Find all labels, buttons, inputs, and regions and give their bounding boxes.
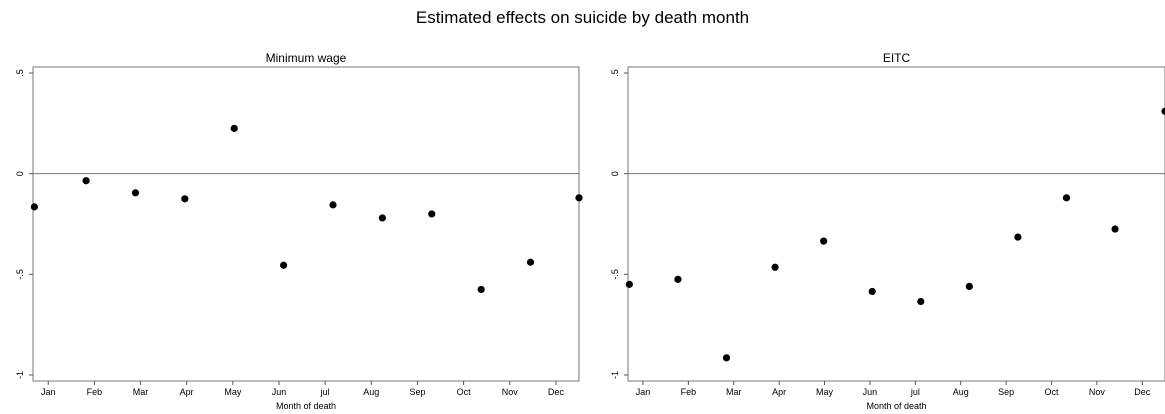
data-point: [917, 297, 925, 306]
y-tick-label: 0: [610, 171, 620, 176]
x-tick-label: Oct: [457, 387, 472, 397]
x-tick-label: Jun: [272, 387, 287, 397]
data-point: [82, 177, 90, 185]
data-point: [280, 261, 288, 269]
y-tick-label: -1: [15, 371, 25, 379]
x-tick-label: Nov: [1089, 387, 1106, 397]
x-tick-label: jul: [320, 387, 330, 397]
data-point: [181, 195, 189, 203]
x-tick-label: Feb: [681, 387, 697, 397]
x-tick-label: Jan: [41, 387, 56, 397]
plot-area: [32, 66, 580, 382]
plot-area: [627, 66, 1165, 382]
x-tick-label: Feb: [87, 387, 103, 397]
data-point: [625, 280, 633, 288]
panel-1: Minimum wage .5 0 -.5 -1 Jan Feb Mar Apr May Jun ju…: [15, 51, 583, 411]
x-tick-label: Apr: [180, 387, 194, 397]
x-axis-label: Month of death: [276, 401, 336, 411]
data-point: [477, 285, 485, 294]
data-point: [674, 275, 682, 283]
data-point: [1014, 233, 1022, 241]
data-point: [30, 203, 38, 211]
x-tick-label: Dec: [1134, 387, 1151, 397]
data-point: [526, 258, 535, 266]
x-tick-label: Jun: [863, 387, 878, 397]
data-point: [329, 201, 337, 209]
data-point: [722, 354, 731, 362]
panel-title: Minimum wage: [266, 51, 347, 65]
x-tick-label: jul: [910, 387, 920, 397]
x-tick-label: May: [816, 387, 834, 397]
data-point: [820, 237, 828, 245]
y-tick-label: 0: [15, 171, 25, 176]
x-tick-label: Dec: [548, 387, 565, 397]
data-point: [428, 210, 436, 218]
x-axis-label: Month of death: [866, 401, 926, 411]
y-tick-label: .5: [15, 69, 25, 77]
data-point: [771, 263, 779, 271]
data-point: [575, 194, 583, 202]
x-tick-label: Oct: [1045, 387, 1060, 397]
data-point: [868, 287, 876, 296]
y-tick-label: -.5: [15, 269, 25, 280]
data-point: [378, 214, 386, 222]
y-tick-label: -.5: [610, 269, 620, 280]
panel-title: EITC: [883, 51, 911, 65]
x-tick-label: Nov: [502, 387, 519, 397]
x-tick-label: Jan: [636, 387, 651, 397]
x-tick-label: Mar: [726, 387, 742, 397]
x-tick-label: Aug: [953, 387, 969, 397]
data-point: [1111, 225, 1119, 233]
x-tick-label: May: [224, 387, 242, 397]
panel-2: EITC .5 0 -.5 -1 Jan Feb Mar Apr May Jun jul Aug Sep O…: [610, 51, 1165, 411]
x-tick-label: Aug: [363, 387, 379, 397]
data-point: [1161, 107, 1165, 115]
x-tick-label: Sep: [409, 387, 425, 397]
data-point: [1062, 194, 1071, 202]
y-tick-label: -1: [610, 371, 620, 379]
main-title: Estimated effects on suicide by death mo…: [415, 8, 750, 27]
x-tick-label: Apr: [772, 387, 786, 397]
y-tick-label: .5: [610, 69, 620, 77]
x-tick-label: Mar: [133, 387, 149, 397]
data-point: [131, 189, 140, 197]
data-point: [230, 124, 238, 132]
data-point: [965, 282, 973, 290]
x-tick-label: Sep: [998, 387, 1014, 397]
